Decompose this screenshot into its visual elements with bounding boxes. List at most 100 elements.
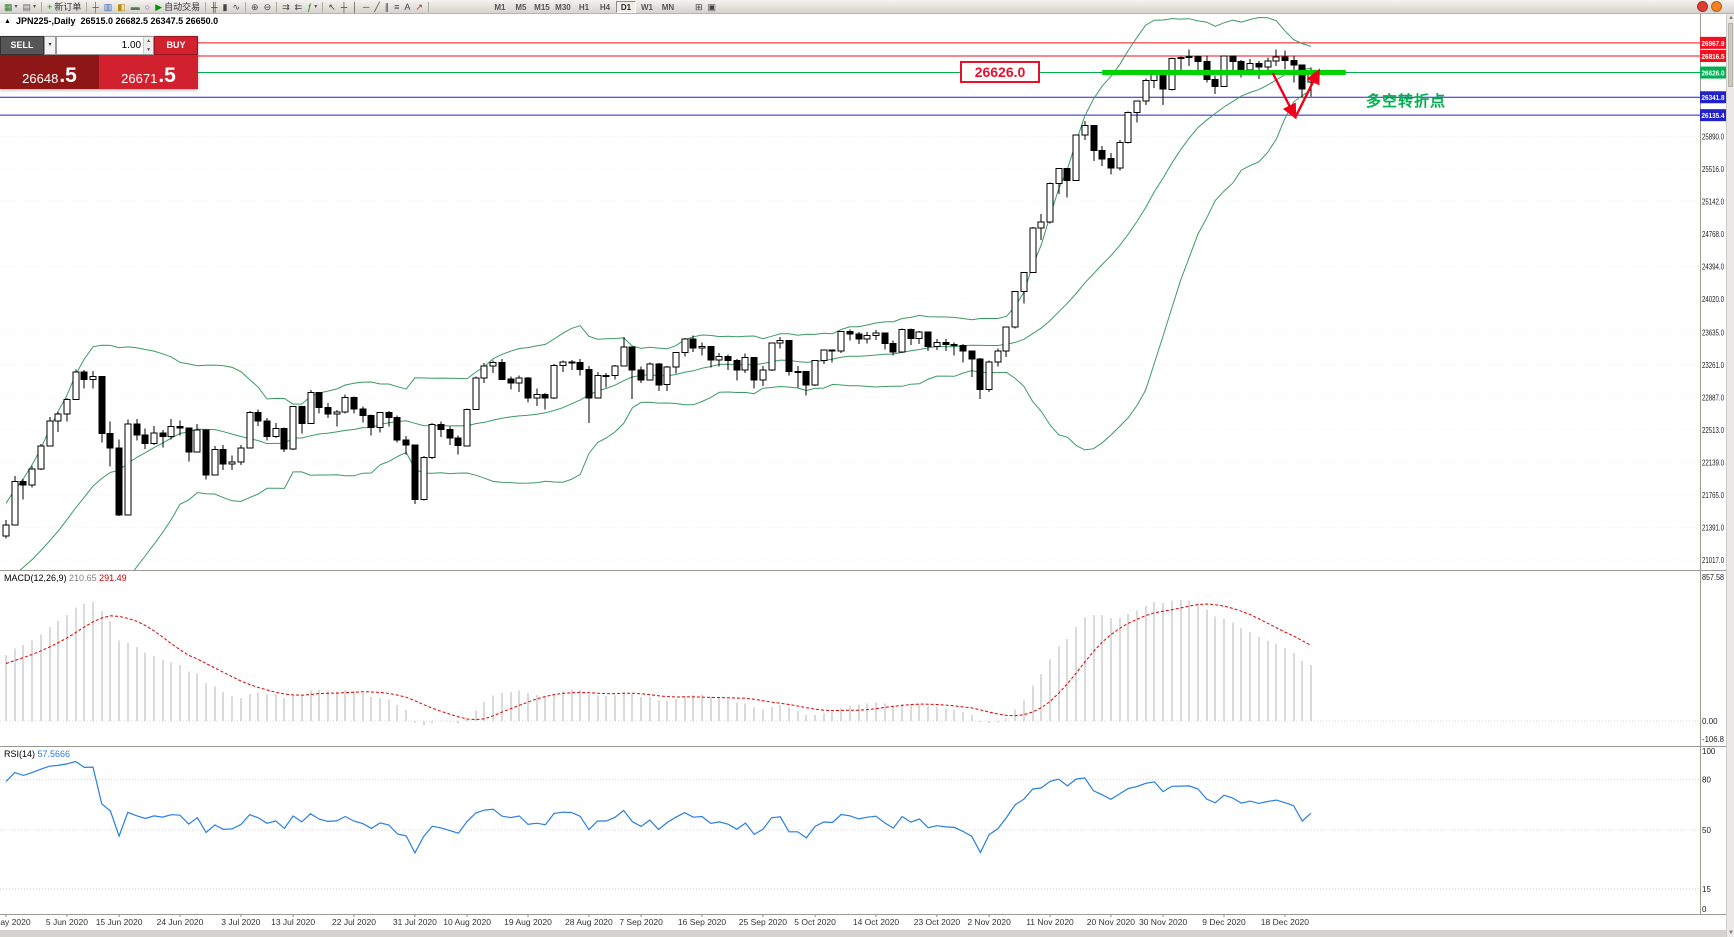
one-click-trading-prices: 26648 .5 26671 .5 — [0, 55, 198, 89]
one-click-trading-controls: SELL ▾ ▲ ▼ BUY — [0, 36, 198, 55]
svg-text:9 Dec 2020: 9 Dec 2020 — [1202, 917, 1246, 927]
trendline-icon: ╱ — [374, 1, 380, 12]
news-icon[interactable] — [1711, 1, 1722, 12]
macd-signal-value: 291.49 — [99, 573, 127, 583]
fibonacci-button[interactable]: ≡ — [392, 1, 401, 13]
sell-price-frac: .5 — [59, 64, 77, 88]
strategy-tester-button[interactable]: ○ — [143, 1, 152, 13]
timeframe-w1-button[interactable]: W1 — [640, 2, 653, 12]
macd-histogram — [0, 600, 1700, 726]
timeframe-h1-button[interactable]: H1 — [578, 2, 590, 12]
chart-shift-button[interactable]: ⇇ — [293, 1, 305, 13]
sell-button[interactable]: SELL — [0, 36, 44, 55]
scroll-up-icon[interactable]: ▲ — [1728, 15, 1734, 21]
svg-text:26341.8: 26341.8 — [1702, 93, 1725, 102]
svg-text:0.00: 0.00 — [1702, 717, 1718, 726]
timeframe-h4-button[interactable]: H4 — [599, 2, 611, 12]
scroll-down-icon[interactable]: ▼ — [1728, 930, 1734, 936]
buy-price[interactable]: 26671 .5 — [99, 55, 198, 89]
candlestick-chart-button[interactable]: ▮ — [221, 1, 230, 13]
order-options-caret-icon[interactable]: ▾ — [44, 36, 56, 55]
svg-text:11 Nov 2020: 11 Nov 2020 — [1026, 917, 1074, 927]
crosshair-button[interactable]: ┼ — [339, 1, 349, 13]
horizontal-line-button[interactable]: ─ — [361, 1, 371, 13]
new-order-button[interactable]: + 新订单 — [45, 1, 83, 13]
toolbar-separator — [427, 1, 429, 12]
rsi-name: RSI(14) — [4, 749, 36, 759]
timeframe-toolbar: M1 M5 M15 M30 H1 H4 D1 W1 MN — [490, 0, 678, 13]
level-lines — [0, 42, 1700, 116]
volume-spinner: ▲ ▼ — [143, 37, 153, 54]
zoom-out-icon: ⊖ — [263, 1, 272, 12]
indicators-icon: ƒ — [307, 1, 313, 12]
timeframe-m15-button[interactable]: M15 — [534, 2, 550, 12]
sell-price[interactable]: 26648 .5 — [0, 55, 99, 89]
svg-text:3 Jul 2020: 3 Jul 2020 — [221, 917, 260, 927]
zoom-out-button[interactable]: ⊖ — [262, 1, 274, 13]
price-alert-icon[interactable] — [1697, 1, 1708, 12]
trend-arrows[interactable] — [1271, 68, 1320, 120]
timeframe-d1-button[interactable]: D1 — [615, 0, 636, 13]
svg-text:7 Sep 2020: 7 Sep 2020 — [619, 917, 663, 927]
cascade-windows-button[interactable]: ▣ — [706, 1, 719, 13]
tile-windows-button[interactable]: ⊞ — [693, 1, 705, 13]
tile-windows-icon: ⊞ — [694, 1, 703, 12]
buy-price-main: 26671 — [121, 71, 158, 86]
text-label-button[interactable]: A — [402, 1, 412, 13]
cursor-button[interactable]: ↖ — [326, 1, 338, 13]
svg-text:21017.0: 21017.0 — [1702, 556, 1724, 565]
svg-text:22513.0: 22513.0 — [1702, 426, 1724, 435]
toolbar-separator — [276, 1, 278, 12]
timeframe-m30-button[interactable]: M30 — [555, 2, 571, 12]
zoom-in-button[interactable]: ⊕ — [249, 1, 261, 13]
svg-text:24394.0: 24394.0 — [1702, 262, 1724, 271]
buy-price-frac: .5 — [158, 64, 176, 88]
autotrading-icon: ▶ — [155, 1, 163, 12]
line-chart-button[interactable]: ∿ — [230, 1, 242, 13]
vertical-line-button[interactable]: │ — [350, 1, 360, 13]
volume-input[interactable] — [57, 37, 144, 54]
svg-text:857.58: 857.58 — [1702, 573, 1724, 582]
one-click-toggle-icon[interactable]: ▲ — [4, 17, 11, 25]
fibonacci-icon: ≡ — [394, 1, 400, 12]
volume-down-button[interactable]: ▼ — [146, 46, 152, 53]
indicators-button[interactable]: ƒ ▾ — [305, 1, 319, 13]
indicators-caret-icon: ▾ — [314, 4, 318, 10]
equidistant-channel-button[interactable]: ∥ — [383, 1, 392, 13]
cascade-windows-icon: ▣ — [707, 1, 717, 12]
vertical-scrollbar[interactable]: ▲ ▼ — [1726, 14, 1734, 937]
scrollbar-thumb[interactable] — [1728, 23, 1733, 87]
timeframe-m1-button[interactable]: M1 — [494, 2, 506, 12]
data-window-button[interactable]: ▥ — [102, 1, 115, 13]
turning-point-annotation[interactable]: 多空转折点 — [1366, 93, 1447, 110]
price-level-annotation[interactable]: 26626.0 — [960, 61, 1040, 83]
cursor-icon: ↖ — [328, 1, 336, 12]
arrows-button[interactable]: ↗ — [413, 1, 425, 13]
zoom-in-icon: ⊕ — [251, 1, 259, 12]
chart-canvas[interactable]: 25890.0 25516.0 25142.0 24768.0 24394.0 24020… — [0, 14, 1726, 937]
toolbar-left-group: ▦ ▾ ▤ ▾ + 新订单 ┼ ▥ ◧ ▬ ○ ▶ 自动交易 ╫ ▮ ∿ ⊕ ⊖ ⇉ ⇇ ƒ ▾ ↖ ┼ │ ─ ╱ ∥ ≡ A ↗ — [2, 1, 431, 13]
market-watch-button[interactable]: ┼ — [90, 1, 100, 13]
candlestick-chart-icon: ▮ — [222, 1, 228, 12]
volume-up-button[interactable]: ▲ — [146, 38, 152, 44]
svg-text:14 Oct 2020: 14 Oct 2020 — [853, 917, 900, 927]
svg-text:26967.9: 26967.9 — [1702, 39, 1725, 48]
svg-text:15: 15 — [1702, 885, 1711, 894]
trendline-button[interactable]: ╱ — [372, 1, 381, 13]
date-labels: 27 May 2020 5 Jun 2020 15 Jun 2020 24 Jun 2… — [0, 914, 1309, 927]
autotrading-button[interactable]: ▶ 自动交易 — [153, 1, 202, 13]
auto-scroll-button[interactable]: ⇉ — [280, 1, 292, 13]
timeframe-mn-button[interactable]: MN — [661, 2, 675, 12]
timeframe-m5-button[interactable]: M5 — [515, 2, 527, 12]
bar-chart-button[interactable]: ╫ — [209, 1, 219, 13]
navigator-button[interactable]: ◧ — [115, 1, 128, 13]
chart-profiles-button[interactable]: ▤ ▾ — [21, 1, 39, 13]
svg-text:0: 0 — [1702, 905, 1707, 914]
bar-chart-icon: ╫ — [211, 1, 218, 12]
svg-text:100: 100 — [1702, 747, 1716, 756]
new-chart-button[interactable]: ▦ ▾ — [2, 1, 20, 13]
buy-button[interactable]: BUY — [154, 36, 198, 55]
svg-text:18 Dec 2020: 18 Dec 2020 — [1261, 917, 1309, 927]
terminal-button[interactable]: ▬ — [129, 1, 142, 13]
svg-text:22139.0: 22139.0 — [1702, 458, 1724, 467]
